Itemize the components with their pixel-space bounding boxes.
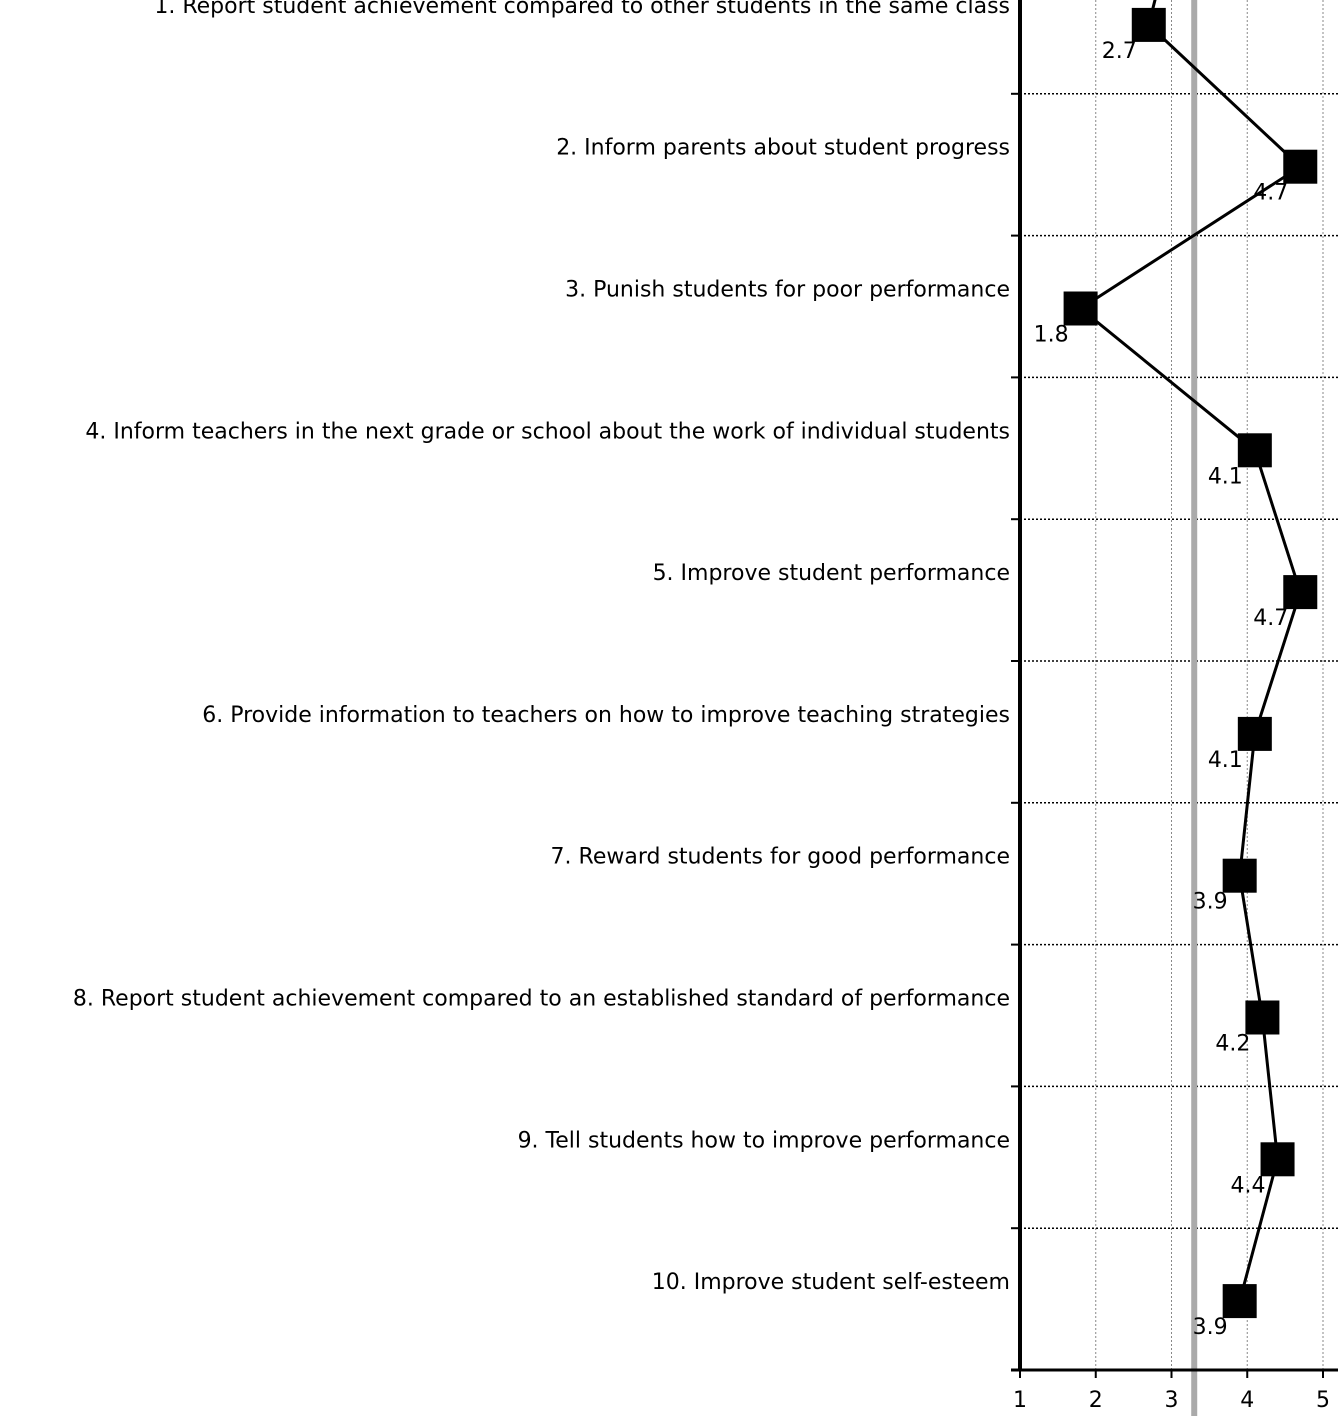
data-point-marker [1222, 1284, 1257, 1319]
tick-label-layer: 1 2 3 4 5 [1013, 1388, 1330, 1413]
category-label: 2. Inform parents about student progress [556, 136, 1010, 161]
value-label-layer: 2.7 4.7 1.8 4.1 4.7 4.1 3.9 4.2 4.4 3.9 [1034, 39, 1289, 1340]
x-tick-label: 3 [1165, 1388, 1179, 1413]
category-label: 5. Improve student performance [653, 561, 1010, 586]
data-label: 4.1 [1208, 464, 1243, 489]
data-point-marker [1063, 291, 1098, 326]
category-label: 3. Punish students for poor performance [565, 278, 1010, 303]
series-line [1078, 23, 1303, 1302]
data-point-marker [1260, 1142, 1295, 1177]
data-point-marker [1283, 149, 1318, 184]
x-tick-label: 1 [1013, 1388, 1027, 1413]
data-point-marker [1283, 575, 1318, 610]
category-label: 9. Tell students how to improve performa… [518, 1128, 1010, 1153]
x-tick-label: 4 [1240, 1388, 1254, 1413]
category-label: 1. Report student achievement compared t… [154, 0, 1010, 19]
data-label: 4.1 [1208, 748, 1243, 773]
data-label: 2.7 [1102, 39, 1137, 64]
data-label: 4.4 [1231, 1173, 1266, 1198]
marker-layer [1063, 7, 1318, 1319]
category-label: 7. Reward students for good performance [551, 845, 1010, 870]
category-label: 10. Improve student self-esteem [652, 1270, 1010, 1295]
category-label: 8. Report student achievement compared t… [73, 987, 1010, 1012]
category-label: 4. Inform teachers in the next grade or … [85, 419, 1010, 444]
data-label: 3.9 [1193, 890, 1228, 915]
data-label: 4.7 [1253, 606, 1288, 631]
data-point-marker [1237, 716, 1272, 751]
x-tick-label: 5 [1316, 1388, 1330, 1413]
data-label: 4.7 [1253, 181, 1288, 206]
category-label: 6. Provide information to teachers on ho… [202, 703, 1010, 728]
data-label: 3.9 [1193, 1315, 1228, 1340]
x-tick-label: 2 [1089, 1388, 1103, 1413]
data-label: 4.2 [1215, 1032, 1250, 1057]
category-labels: 1. Report student achievement compared t… [73, 0, 1010, 1295]
data-point-marker [1131, 7, 1166, 42]
data-point-marker [1245, 1000, 1280, 1035]
axis-layer [1011, 0, 1338, 1378]
data-point-marker [1237, 433, 1272, 468]
data-label: 1.8 [1034, 323, 1069, 348]
data-point-marker [1222, 858, 1257, 893]
grid-layer [1020, 0, 1338, 1370]
